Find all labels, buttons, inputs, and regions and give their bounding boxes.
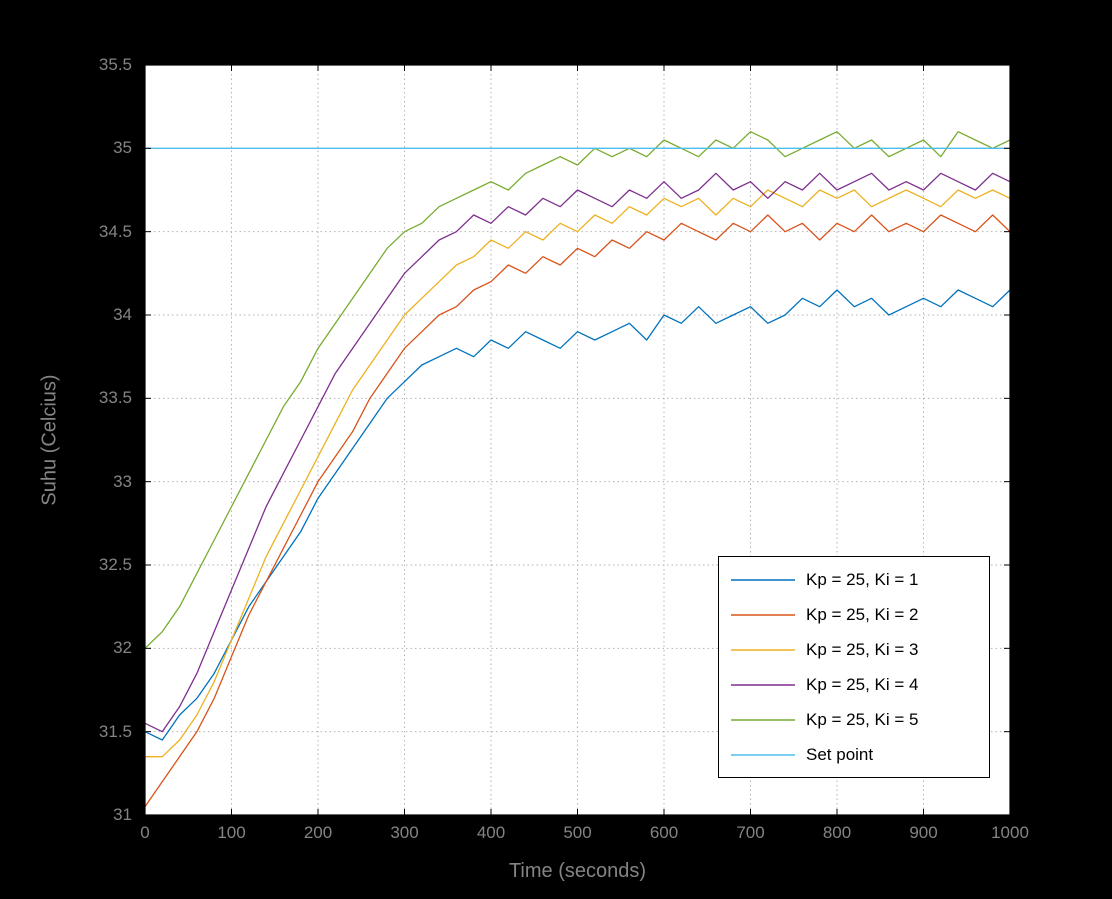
legend-item: Kp = 25, Ki = 4	[719, 675, 989, 695]
legend-item: Kp = 25, Ki = 3	[719, 640, 989, 660]
x-tick-label: 100	[217, 823, 246, 842]
y-tick-label: 31	[113, 805, 132, 824]
legend-item-label: Kp = 25, Ki = 4	[806, 674, 919, 694]
series-line	[145, 189, 1011, 758]
legend-item: Kp = 25, Ki = 1	[719, 570, 989, 590]
legend-line-swatch	[731, 613, 795, 616]
series-line	[144, 131, 1011, 649]
legend-item-label: Kp = 25, Ki = 3	[806, 639, 919, 659]
x-tick-label: 800	[822, 823, 852, 842]
x-tick-label: 500	[563, 823, 592, 842]
y-tick-label: 31.5	[98, 721, 132, 741]
series-line	[144, 214, 1011, 808]
y-tick-label: 34	[113, 305, 132, 324]
legend-item: Kp = 25, Ki = 5	[719, 710, 989, 730]
series-line	[144, 289, 1011, 741]
x-tick-label: 600	[649, 823, 679, 842]
legend-line-swatch	[731, 753, 795, 756]
legend-item-label: Set point	[806, 744, 874, 764]
legend-line-swatch	[731, 578, 795, 581]
y-tick-label: 34.5	[98, 221, 132, 241]
x-tick-label: 300	[390, 823, 419, 842]
y-tick-label: 33	[113, 471, 132, 491]
legend-item-label: Kp = 25, Ki = 5	[806, 709, 919, 729]
legend-item-label: Kp = 25, Ki = 2	[806, 604, 919, 624]
legend-line-swatch	[731, 648, 795, 651]
x-tick-label: 0	[140, 823, 150, 842]
x-tick-label: 700	[736, 823, 765, 842]
series-line	[144, 172, 1011, 733]
legend-item: Set point	[719, 745, 989, 765]
x-tick-label: 1000	[991, 823, 1029, 842]
x-tick-label: 200	[303, 823, 333, 842]
y-tick-label: 32	[113, 638, 132, 658]
y-tick-label: 35.5	[98, 55, 132, 74]
x-axis-label: Time (seconds)	[508, 860, 647, 882]
y-axis-label: Suhu (Celcius)	[38, 374, 61, 506]
legend-line-swatch	[731, 718, 795, 721]
y-tick-label: 33.5	[98, 388, 132, 408]
legend-item-label: Kp = 25, Ki = 1	[806, 569, 919, 589]
legend-item: Kp = 25, Ki = 2	[719, 605, 989, 625]
y-tick-label: 35	[113, 138, 132, 158]
x-tick-label: 400	[476, 823, 506, 842]
x-tick-label: 900	[909, 823, 938, 842]
y-tick-label: 32.5	[98, 555, 132, 574]
legend-line-swatch	[731, 683, 795, 686]
legend: Kp = 25, Ki = 1 Kp = 25, Ki = 2 Kp = 25, K…	[718, 556, 990, 778]
